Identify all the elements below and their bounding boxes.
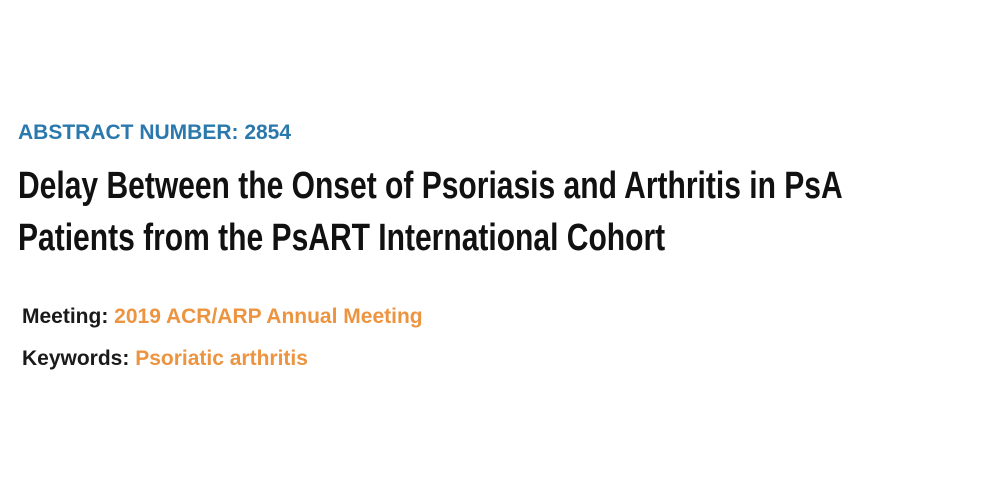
keyword-link[interactable]: Psoriatic arthritis <box>135 347 308 370</box>
meeting-link[interactable]: 2019 ACR/ARP Annual Meeting <box>114 305 423 328</box>
meeting-row: Meeting: 2019 ACR/ARP Annual Meeting <box>22 305 423 329</box>
page-title: Delay Between the Onset of Psoriasis and… <box>18 160 843 264</box>
abstract-number: ABSTRACT NUMBER: 2854 <box>18 121 292 144</box>
title-line-2: Patients from the PsART International Co… <box>18 217 666 259</box>
keywords-row: Keywords: Psoriatic arthritis <box>22 347 308 371</box>
title-line-1: Delay Between the Onset of Psoriasis and… <box>18 165 843 207</box>
keywords-label: Keywords: <box>22 347 130 370</box>
meeting-label: Meeting: <box>22 305 109 328</box>
